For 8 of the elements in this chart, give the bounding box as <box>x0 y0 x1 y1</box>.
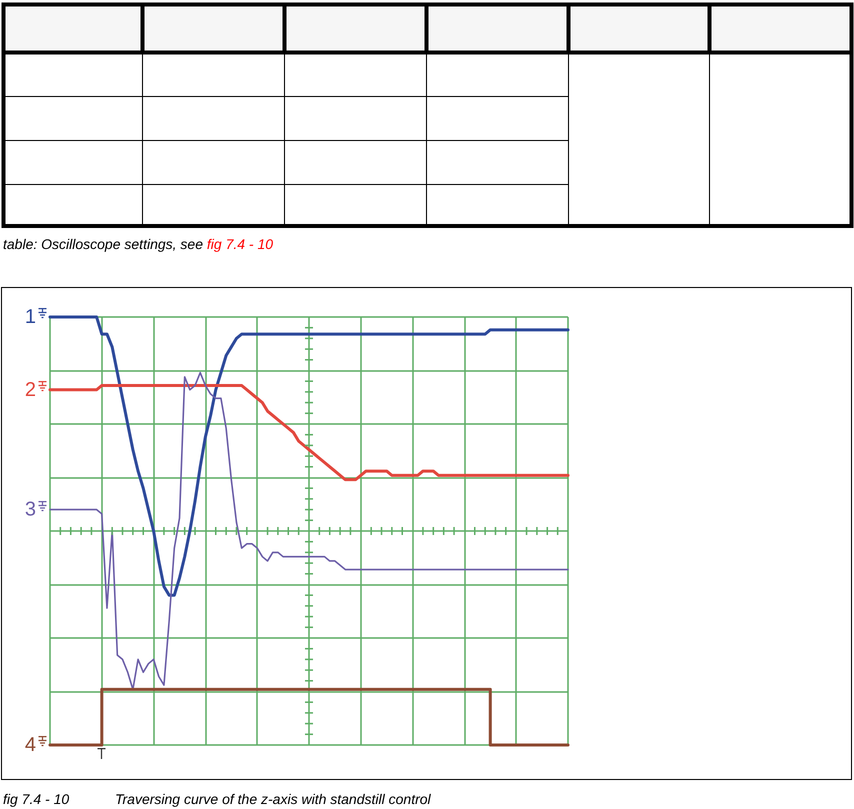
legend-label: 3 <box>24 498 36 521</box>
legend-label: 2 <box>24 378 36 401</box>
caption: fig 7.4 - 10 <box>206 236 274 252</box>
text: Traversing curve of the z-axis with standstill control <box>115 791 431 807</box>
caption: fig 7.4 - 10 <box>3 791 70 807</box>
text: table: Oscilloscope settings, see <box>3 236 203 252</box>
legend-label: 4 <box>24 734 36 756</box>
legend-label: 1 <box>24 306 36 328</box>
